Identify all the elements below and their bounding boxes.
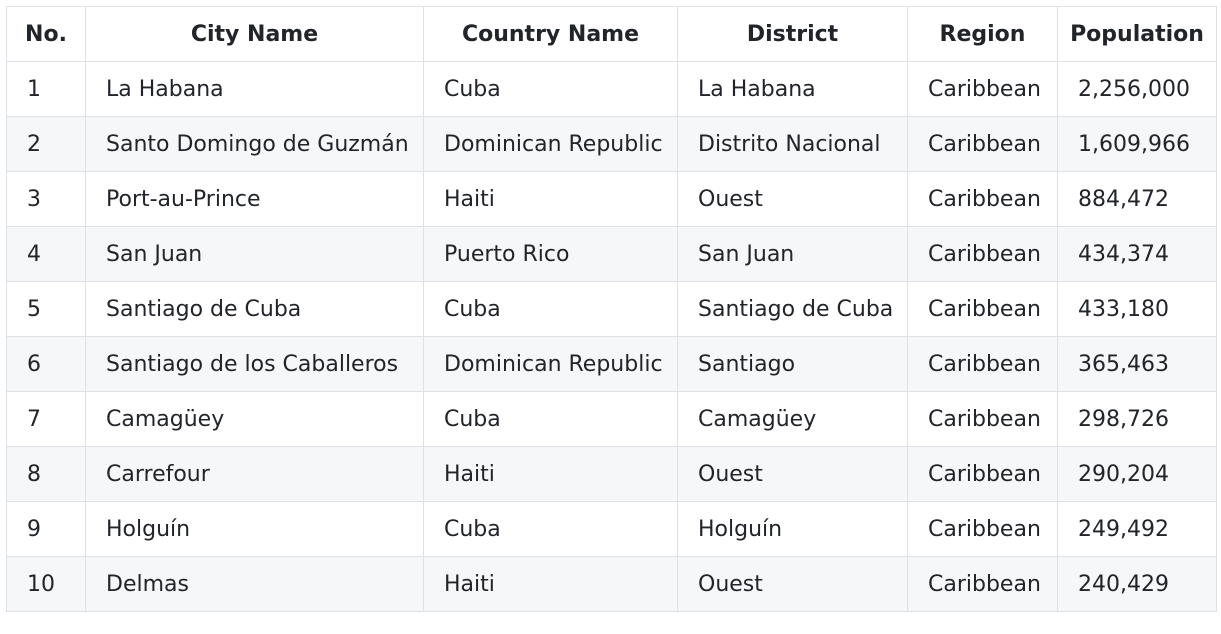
cell-district: Ouest [677,556,908,612]
cell-region: Caribbean [907,391,1058,447]
cell-population: 433,180 [1057,281,1217,337]
table-row: 9 Holguín Cuba Holguín Caribbean 249,492 [6,501,1217,557]
cell-country-name: Haiti [423,556,678,612]
cell-no: 4 [6,226,86,282]
cell-no: 8 [6,446,86,502]
table-row: 7 Camagüey Cuba Camagüey Caribbean 298,726 [6,391,1217,447]
cell-region: Caribbean [907,556,1058,612]
cell-city-name: Carrefour [85,446,424,502]
cell-country-name: Haiti [423,171,678,227]
cell-region: Caribbean [907,116,1058,172]
cell-population: 298,726 [1057,391,1217,447]
header-country-name: Country Name [423,6,678,62]
cell-district: Holguín [677,501,908,557]
table-row: 3 Port-au-Prince Haiti Ouest Caribbean 884,47… [6,171,1217,227]
cell-no: 2 [6,116,86,172]
cell-region: Caribbean [907,61,1058,117]
cell-no: 3 [6,171,86,227]
cell-population: 365,463 [1057,336,1217,392]
table-row: 2 Santo Domingo de Guzmán Dominican Republ… [6,116,1217,172]
cell-region: Caribbean [907,281,1058,337]
cell-population: 240,429 [1057,556,1217,612]
cell-city-name: Port-au-Prince [85,171,424,227]
cell-country-name: Cuba [423,391,678,447]
cell-no: 6 [6,336,86,392]
table-body: 1 La Habana Cuba La Habana Caribbean 2,256,00… [6,61,1217,612]
cell-country-name: Cuba [423,281,678,337]
cell-region: Caribbean [907,171,1058,227]
table-row: 4 San Juan Puerto Rico San Juan Caribbean 434… [6,226,1217,282]
cell-city-name: La Habana [85,61,424,117]
header-region: Region [907,6,1058,62]
cell-district: Camagüey [677,391,908,447]
cell-country-name: Puerto Rico [423,226,678,282]
cell-city-name: Santo Domingo de Guzmán [85,116,424,172]
cell-region: Caribbean [907,336,1058,392]
cell-population: 2,256,000 [1057,61,1217,117]
cell-population: 1,609,966 [1057,116,1217,172]
cell-country-name: Cuba [423,61,678,117]
cell-district: La Habana [677,61,908,117]
table-row: 8 Carrefour Haiti Ouest Caribbean 290,204 [6,446,1217,502]
cell-population: 884,472 [1057,171,1217,227]
header-row: No. City Name Country Name District Regi… [6,6,1217,62]
cell-population: 290,204 [1057,446,1217,502]
cell-region: Caribbean [907,446,1058,502]
cell-district: Ouest [677,446,908,502]
cell-country-name: Cuba [423,501,678,557]
header-city-name: City Name [85,6,424,62]
cell-district: Distrito Nacional [677,116,908,172]
cell-city-name: Camagüey [85,391,424,447]
table-row: 1 La Habana Cuba La Habana Caribbean 2,256,00… [6,61,1217,117]
cell-city-name: Delmas [85,556,424,612]
header-population: Population [1057,6,1217,62]
cell-no: 7 [6,391,86,447]
header-no: No. [6,6,86,62]
cell-region: Caribbean [907,226,1058,282]
header-district: District [677,6,908,62]
cell-population: 434,374 [1057,226,1217,282]
cell-no: 10 [6,556,86,612]
cell-country-name: Dominican Republic [423,116,678,172]
cell-district: Ouest [677,171,908,227]
cell-population: 249,492 [1057,501,1217,557]
cell-city-name: Santiago de Cuba [85,281,424,337]
cell-city-name: Santiago de los Caballeros [85,336,424,392]
cell-region: Caribbean [907,501,1058,557]
cell-city-name: San Juan [85,226,424,282]
cell-country-name: Dominican Republic [423,336,678,392]
table-row: 10 Delmas Haiti Ouest Caribbean 240,429 [6,556,1217,612]
cell-district: Santiago de Cuba [677,281,908,337]
cell-district: San Juan [677,226,908,282]
city-population-table: No. City Name Country Name District Regi… [6,6,1217,612]
table-row: 6 Santiago de los Caballeros Dominican Rep… [6,336,1217,392]
cell-no: 9 [6,501,86,557]
cell-no: 5 [6,281,86,337]
table-row: 5 Santiago de Cuba Cuba Santiago de Cuba Car… [6,281,1217,337]
cell-city-name: Holguín [85,501,424,557]
cell-country-name: Haiti [423,446,678,502]
cell-district: Santiago [677,336,908,392]
cell-no: 1 [6,61,86,117]
table-header: No. City Name Country Name District Regi… [6,6,1217,62]
